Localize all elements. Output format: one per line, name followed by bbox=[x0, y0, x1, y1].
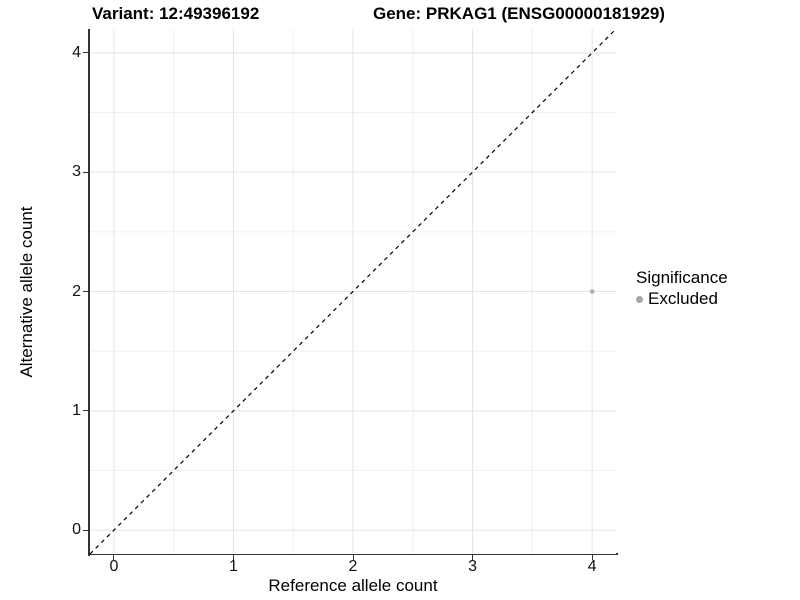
x-tick-label: 4 bbox=[587, 558, 597, 575]
legend-item-label: Excluded bbox=[648, 289, 718, 308]
x-tick-mark bbox=[113, 555, 115, 560]
x-tick-label: 2 bbox=[348, 558, 358, 575]
x-tick-label: 0 bbox=[109, 558, 119, 575]
plot-area-svg bbox=[90, 29, 616, 554]
y-tick-label: 1 bbox=[72, 401, 81, 419]
x-tick-label: 3 bbox=[468, 558, 477, 575]
y-tick-label: 3 bbox=[72, 163, 81, 181]
x-tick-mark bbox=[232, 555, 234, 560]
plot-title-gene: Gene: PRKAG1 (ENSG00000181929) bbox=[373, 4, 665, 23]
legend-item-excluded: Excluded bbox=[632, 289, 728, 309]
plot-title-variant: Variant: 12:49396192 bbox=[92, 4, 260, 23]
y-tick-mark bbox=[83, 410, 88, 412]
x-tick-label: 1 bbox=[229, 558, 238, 575]
x-axis-line bbox=[88, 553, 618, 555]
x-tick-mark bbox=[591, 555, 593, 560]
plot-panel bbox=[90, 29, 616, 554]
y-tick-mark bbox=[83, 529, 88, 531]
y-axis-line bbox=[88, 29, 90, 556]
legend: Significance Excluded bbox=[632, 268, 728, 309]
y-tick-label: 4 bbox=[72, 43, 81, 61]
y-tick-mark bbox=[83, 52, 88, 54]
y-tick-label: 0 bbox=[72, 521, 81, 539]
legend-title: Significance bbox=[636, 268, 728, 287]
y-tick-mark bbox=[83, 171, 88, 173]
x-axis-title: Reference allele count bbox=[268, 576, 438, 595]
y-tick-mark bbox=[83, 291, 88, 292]
y-tick-label: 2 bbox=[72, 282, 81, 300]
y-axis-title: Alternative allele count bbox=[17, 206, 36, 378]
x-tick-mark bbox=[352, 555, 354, 560]
x-tick-mark bbox=[472, 555, 474, 560]
identity-dashed-line bbox=[90, 29, 616, 554]
data-point bbox=[589, 289, 595, 294]
excluded-point-icon bbox=[636, 295, 643, 303]
